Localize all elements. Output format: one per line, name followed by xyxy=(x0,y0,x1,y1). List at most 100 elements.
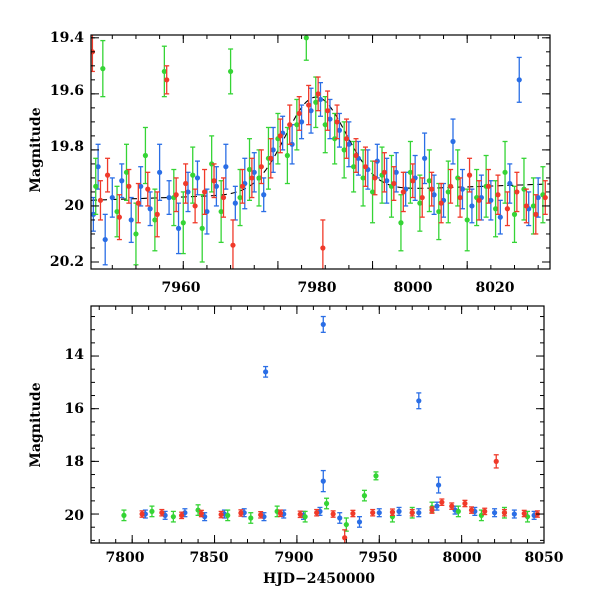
top-data-point xyxy=(457,194,463,201)
bottom-data-point xyxy=(225,512,231,518)
top-data-point xyxy=(218,208,224,215)
top-data-point xyxy=(391,180,397,187)
top-data-point xyxy=(154,211,160,217)
bottom-x-axis-title: HJD−2450000 xyxy=(263,571,375,587)
bottom-y-tick-label: 18 xyxy=(65,454,84,470)
top-data-point xyxy=(102,236,108,243)
top-data-point xyxy=(336,127,343,133)
bottom-data-point xyxy=(501,510,508,516)
top-data-point xyxy=(334,119,340,125)
top-data-point xyxy=(516,77,522,83)
top-panel xyxy=(90,34,551,270)
top-data-point xyxy=(138,183,144,189)
top-data-point xyxy=(246,166,253,173)
bottom-data-point xyxy=(491,510,498,516)
top-data-point xyxy=(185,189,191,195)
top-data-point xyxy=(211,178,217,184)
top-data-point xyxy=(173,192,179,198)
top-data-point xyxy=(194,175,201,181)
top-data-point xyxy=(419,194,425,201)
top-data-point xyxy=(93,183,99,189)
top-data-point xyxy=(306,102,312,108)
top-data-point xyxy=(303,35,309,41)
top-data-point xyxy=(341,147,347,153)
top-frame xyxy=(90,34,551,270)
bottom-y-tick-label: 16 xyxy=(65,401,84,417)
top-data-point xyxy=(464,217,470,223)
top-y-tick-label: 19.8 xyxy=(50,139,84,155)
top-y-tick-label: 19.4 xyxy=(50,30,84,46)
top-data-point xyxy=(393,169,399,175)
bottom-x-tick-label: 7850 xyxy=(190,550,229,566)
top-x-tick-label: 8000 xyxy=(394,280,433,296)
top-data-point xyxy=(270,147,276,153)
top-data-point xyxy=(294,122,300,128)
top-data-point xyxy=(351,164,357,170)
top-data-point xyxy=(469,203,475,209)
top-data-point xyxy=(488,197,494,203)
top-data-point xyxy=(296,110,302,117)
bottom-data-point xyxy=(356,519,363,525)
bottom-data-point xyxy=(238,510,244,516)
top-data-point xyxy=(315,91,321,97)
top-data-point xyxy=(95,164,101,170)
top-data-point xyxy=(384,178,390,184)
top-data-point xyxy=(287,122,293,128)
top-data-point xyxy=(251,169,257,175)
bottom-data-point xyxy=(524,514,531,520)
top-data-point xyxy=(431,192,437,198)
top-data-point xyxy=(343,136,350,142)
top-data-point xyxy=(100,66,106,72)
top-data-point xyxy=(533,211,539,217)
top-data-point xyxy=(320,245,326,251)
top-data-point xyxy=(448,183,454,189)
bottom-data-point xyxy=(263,369,269,375)
top-data-point xyxy=(422,155,428,161)
top-data-point xyxy=(166,194,172,201)
bottom-panel xyxy=(90,305,545,544)
top-data-point xyxy=(466,172,473,178)
top-data-point xyxy=(116,214,122,220)
bottom-data-point xyxy=(330,511,336,517)
bottom-data-point xyxy=(195,507,201,513)
top-data-point xyxy=(237,194,243,201)
top-data-point xyxy=(429,186,435,192)
bottom-y-tick-label: 14 xyxy=(65,347,85,363)
top-data-point xyxy=(268,155,274,161)
top-data-point xyxy=(152,217,158,223)
top-data-point xyxy=(261,192,267,198)
top-data-point xyxy=(407,169,414,175)
bottom-data-point xyxy=(320,321,326,328)
bottom-data-point xyxy=(468,507,475,513)
top-data-point xyxy=(542,194,548,201)
bottom-data-point xyxy=(121,512,127,518)
top-data-point xyxy=(126,183,132,189)
top-y-tick-label: 20.2 xyxy=(50,254,84,270)
top-data-point xyxy=(324,108,331,114)
top-data-point xyxy=(530,203,537,209)
top-data-point xyxy=(362,164,369,170)
top-data-point xyxy=(213,183,219,189)
top-data-point xyxy=(308,108,314,114)
top-data-point xyxy=(230,242,236,248)
top-data-point xyxy=(232,200,238,206)
bottom-y-tick-label: 20 xyxy=(65,508,85,524)
top-data-point xyxy=(476,197,482,203)
top-data-point xyxy=(128,217,134,223)
top-data-point xyxy=(142,152,149,159)
bottom-data-point xyxy=(449,503,455,509)
top-data-point xyxy=(400,189,406,195)
top-data-point xyxy=(97,197,104,203)
top-data-point xyxy=(514,189,520,195)
bottom-data-point xyxy=(170,514,176,520)
bottom-data-point xyxy=(343,521,349,528)
bottom-data-point xyxy=(389,509,396,515)
top-data-point xyxy=(313,99,319,105)
bottom-plot-area xyxy=(121,315,541,543)
top-data-point xyxy=(164,77,170,83)
top-plot-area xyxy=(91,35,550,269)
top-data-point xyxy=(495,192,501,198)
top-data-point xyxy=(239,183,246,189)
top-data-point xyxy=(511,211,518,217)
